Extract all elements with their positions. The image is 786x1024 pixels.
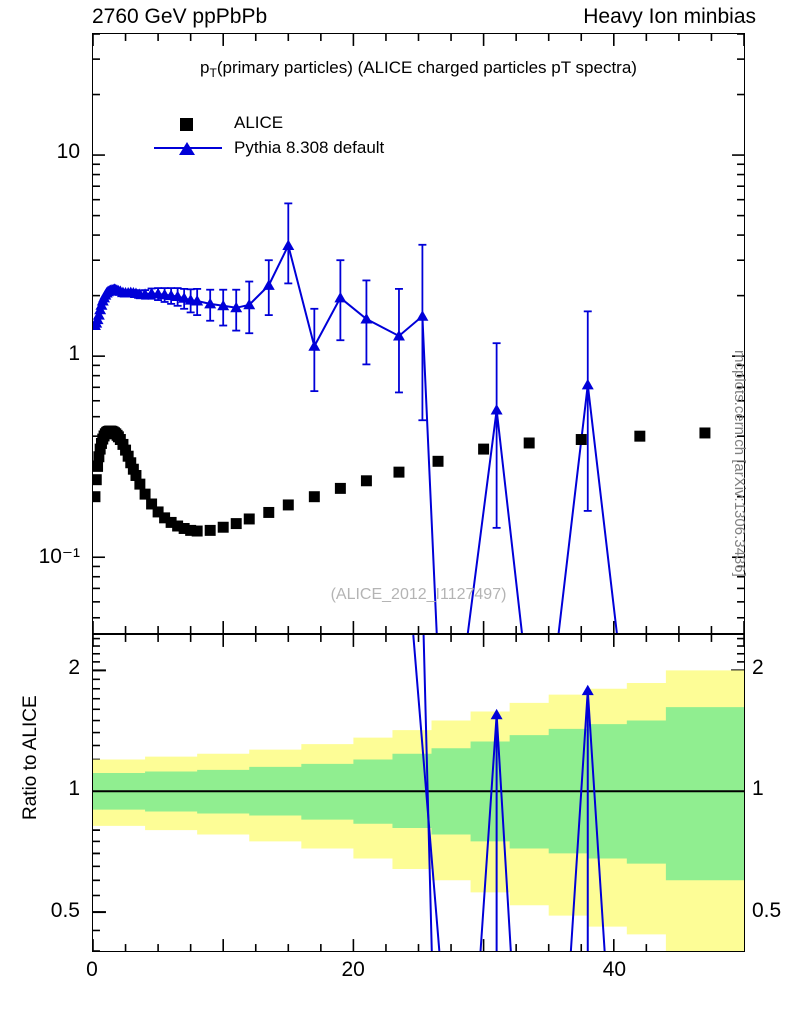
main-spectrum-panel	[92, 33, 745, 634]
y-axis-tick-top-2: 10⁻¹	[38, 544, 80, 568]
credit-label: mcplots.cern.ch [arXiv:1306.3436]	[731, 350, 748, 577]
plot-title-main: p	[200, 58, 210, 77]
x-axis-tick-1: 20	[341, 958, 365, 981]
header-left-label: 2760 GeV ppPbPb	[92, 5, 268, 28]
x-axis-tick-0: 0	[86, 958, 98, 981]
legend-marker-square-icon	[152, 114, 224, 132]
legend: ALICE Pythia 8.308 default	[152, 110, 384, 160]
legend-label-pythia: Pythia 8.308 default	[234, 137, 385, 157]
series-alice	[93, 425, 711, 537]
y-axis-tick-ratio-right-1: 1	[752, 777, 764, 801]
y-axis-tick-ratio-right-2: 0.5	[752, 898, 782, 922]
plot-title-subscript: T	[209, 66, 217, 80]
y-axis-tick-ratio-left-1: 1	[68, 777, 80, 801]
watermark-analysis-id: (ALICE_2012_I1127497)	[330, 586, 507, 603]
ratio-panel	[92, 634, 745, 952]
legend-label-alice: ALICE	[234, 112, 284, 132]
inner-uncertainty-band	[93, 707, 744, 881]
spectrum-canvas	[93, 34, 744, 633]
ratio-series-pythia	[412, 635, 606, 951]
plot-title: pT(primary particles) (ALICE charged par…	[92, 58, 745, 80]
legend-item-pythia[interactable]: Pythia 8.308 default	[152, 135, 384, 160]
ratio-canvas	[93, 635, 744, 951]
y-axis-tick-top-0: 10	[56, 140, 80, 164]
ratio-y-axis-title: Ratio to ALICE	[20, 695, 41, 820]
y-axis-tick-ratio-left-0: 2	[68, 655, 80, 679]
series-pythia	[93, 202, 618, 633]
y-axis-tick-ratio-right-0: 2	[752, 655, 764, 679]
y-axis-tick-top-1: 1	[68, 342, 80, 366]
plot-title-rest: (primary particles) (ALICE charged parti…	[216, 58, 637, 77]
y-axis-tick-ratio-left-2: 0.5	[50, 898, 80, 922]
legend-marker-triangle-line-icon	[152, 139, 224, 157]
x-axis-tick-2: 40	[602, 958, 627, 981]
header-right-label: Heavy Ion minbias	[583, 5, 756, 28]
legend-item-alice[interactable]: ALICE	[152, 110, 384, 135]
